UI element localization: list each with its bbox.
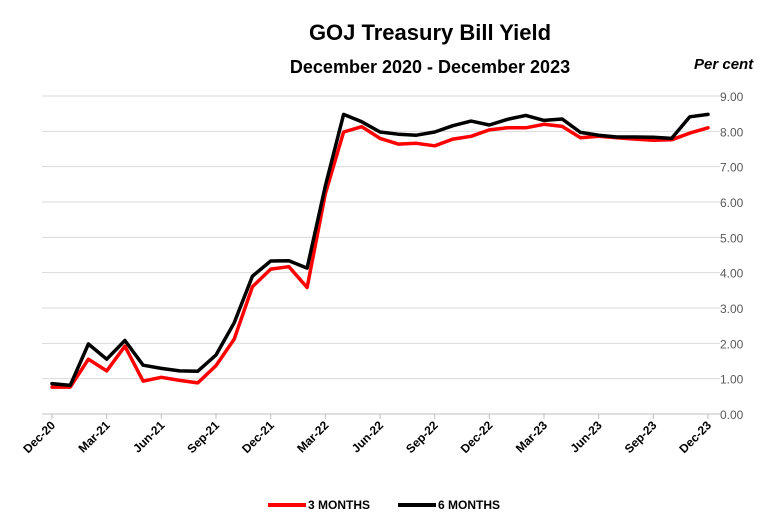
y-tick-label: 8.00 [720,125,744,139]
y-tick-label: 4.00 [720,267,744,281]
x-tick-label: Jun-22 [349,418,386,455]
y-axis-unit-label: Per cent [694,56,754,73]
legend-swatch-6-months [398,503,437,507]
y-tick-label: 3.00 [720,302,744,316]
x-tick-label: Mar-23 [513,418,550,455]
y-tick-label: 2.00 [720,337,744,351]
y-tick-labels: 0.00 1.00 2.00 3.00 4.00 5.00 6.00 7.00 8.00 9.00 [720,90,744,422]
y-tick-label: 7.00 [720,161,744,175]
y-tick-label: 0.00 [720,408,744,422]
legend-label-6-months: 6 MONTHS [438,498,501,512]
y-tick-label: 5.00 [720,231,744,245]
y-tick-label: 6.00 [720,196,744,210]
chart-title: GOJ Treasury Bill Yield [308,20,552,45]
y-tick-label: 9.00 [720,90,744,104]
y-tick-label: 1.00 [720,373,744,387]
x-tick-label: Sep-22 [403,418,441,456]
x-tick-labels: Dec-20 Mar-21 Jun-21 Sep-21 Dec-21 Mar-22 Jun-… [20,413,720,456]
x-tick-label: Sep-21 [184,418,222,456]
x-tick-label: Sep-23 [622,418,660,456]
x-tick-label: Dec-20 [20,418,58,456]
legend-entry-6-months: 6 MONTHS [398,498,500,512]
grid-layer [42,95,720,415]
x-tick-label: Jun-23 [568,418,605,455]
x-tick-label: Mar-22 [294,418,331,455]
x-tick-label: Mar-21 [76,418,113,455]
chart-subtitle: December 2020 - December 2023 [289,57,571,77]
x-tick-label: Dec-23 [676,418,714,456]
legend-label-3-months: 3 MONTHS [308,498,371,512]
x-tick-label: Jun-21 [130,418,167,455]
series-layer [50,112,710,389]
legend-swatch-3-months [268,503,306,507]
legend: 3 MONTHS 6 MONTHS [268,498,500,512]
legend-entry-3-months: 3 MONTHS [268,498,370,512]
x-tick-label: Dec-21 [239,418,277,456]
series-line-6-months [50,112,710,388]
series-line-3-months [50,122,710,389]
x-tick-label: Dec-22 [458,418,496,456]
